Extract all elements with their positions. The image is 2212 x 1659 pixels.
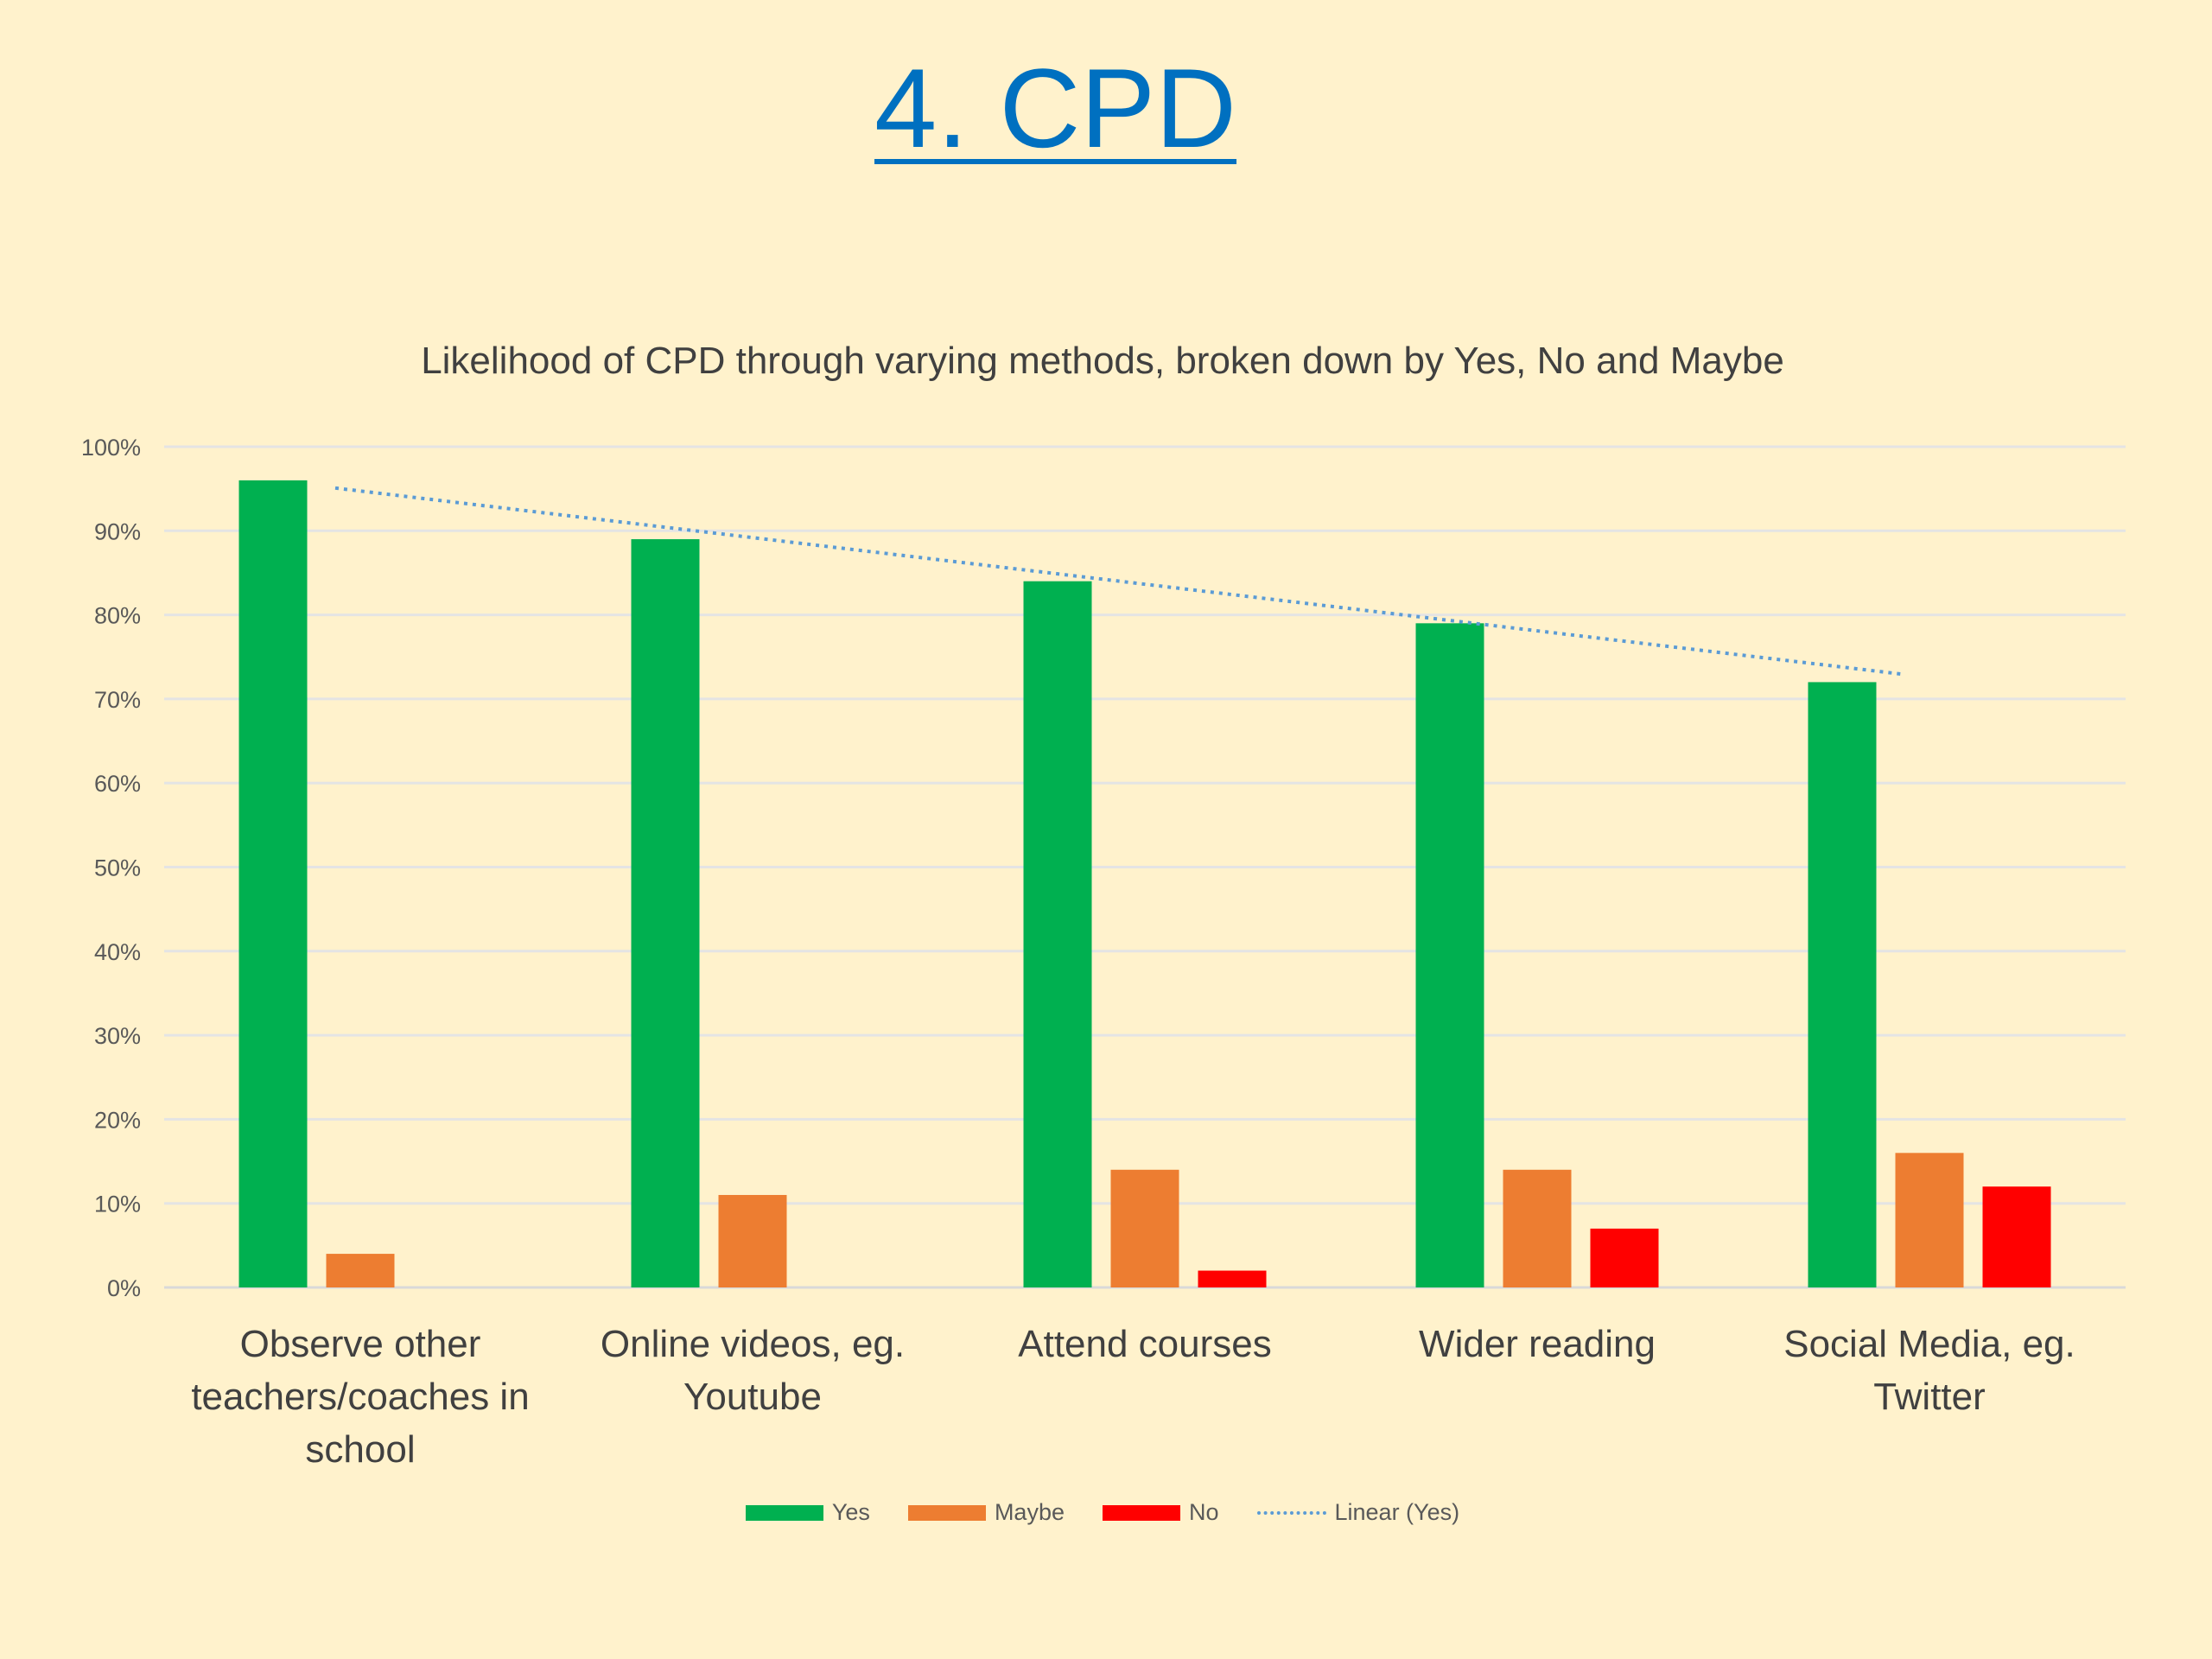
y-tick-label: 50% — [94, 855, 141, 881]
y-tick-label: 40% — [94, 939, 141, 965]
gridlines — [164, 445, 2126, 1289]
legend-item-maybe: Maybe — [907, 1499, 1065, 1526]
bar-yes — [1023, 581, 1092, 1287]
y-tick-label: 100% — [81, 435, 141, 461]
x-category-label: Social Media, eg. Twitter — [1783, 1323, 2075, 1418]
bar-maybe — [326, 1254, 395, 1287]
bar-maybe — [1110, 1169, 1179, 1287]
bars — [238, 480, 2051, 1287]
bar-maybe — [1503, 1169, 1572, 1287]
y-axis-ticks: 0% 10% 20% 30% 40% 50% 60% 70% 80% 90% 100% — [81, 435, 141, 1301]
bar-no — [1590, 1228, 1659, 1287]
y-tick-label: 80% — [94, 603, 141, 629]
chart-title: Likelihood of CPD through varying method… — [421, 340, 1784, 382]
legend-swatch-no — [1102, 1504, 1180, 1521]
y-tick-label: 20% — [94, 1107, 141, 1133]
bar-yes — [1415, 623, 1484, 1287]
trendline — [334, 486, 1905, 677]
x-axis-labels: Observe other teachers/coaches in school On… — [191, 1323, 2075, 1471]
bar-no — [1198, 1270, 1267, 1287]
x-category-label: Online videos, eg. Youtube — [601, 1323, 905, 1418]
bar-yes — [1808, 682, 1877, 1287]
trendline-yes — [334, 486, 1905, 677]
y-tick-label: 0% — [107, 1275, 141, 1301]
legend-swatch-trendline — [1256, 1510, 1326, 1515]
legend-swatch-maybe — [907, 1504, 986, 1521]
x-category-label: Observe other teachers/coaches in school — [191, 1323, 529, 1471]
x-category-label: Attend courses — [1018, 1323, 1272, 1365]
bar-yes — [631, 539, 700, 1287]
bar-yes — [238, 480, 308, 1287]
legend-label-no: No — [1188, 1499, 1219, 1525]
slide-title: 4. CPD — [874, 45, 1236, 171]
y-tick-label: 30% — [94, 1023, 141, 1049]
y-tick-label: 10% — [94, 1192, 141, 1217]
legend-swatch-yes — [745, 1504, 823, 1521]
bar-maybe — [718, 1194, 787, 1287]
y-tick-label: 70% — [94, 687, 141, 713]
bar-maybe — [1895, 1153, 1964, 1287]
bar-no — [1982, 1186, 2051, 1287]
y-tick-label: 90% — [94, 518, 141, 544]
y-tick-label: 60% — [94, 771, 141, 797]
legend-label-trendline: Linear (Yes) — [1334, 1499, 1460, 1525]
legend-label-maybe: Maybe — [994, 1499, 1065, 1525]
legend-item-no: No — [1102, 1499, 1219, 1526]
legend: Yes Maybe No Linear (Yes) — [0, 1499, 2205, 1526]
legend-item-yes: Yes — [745, 1499, 870, 1526]
legend-label-yes: Yes — [831, 1499, 870, 1525]
legend-item-trendline: Linear (Yes) — [1256, 1499, 1460, 1526]
x-category-label: Wider reading — [1419, 1323, 1656, 1365]
